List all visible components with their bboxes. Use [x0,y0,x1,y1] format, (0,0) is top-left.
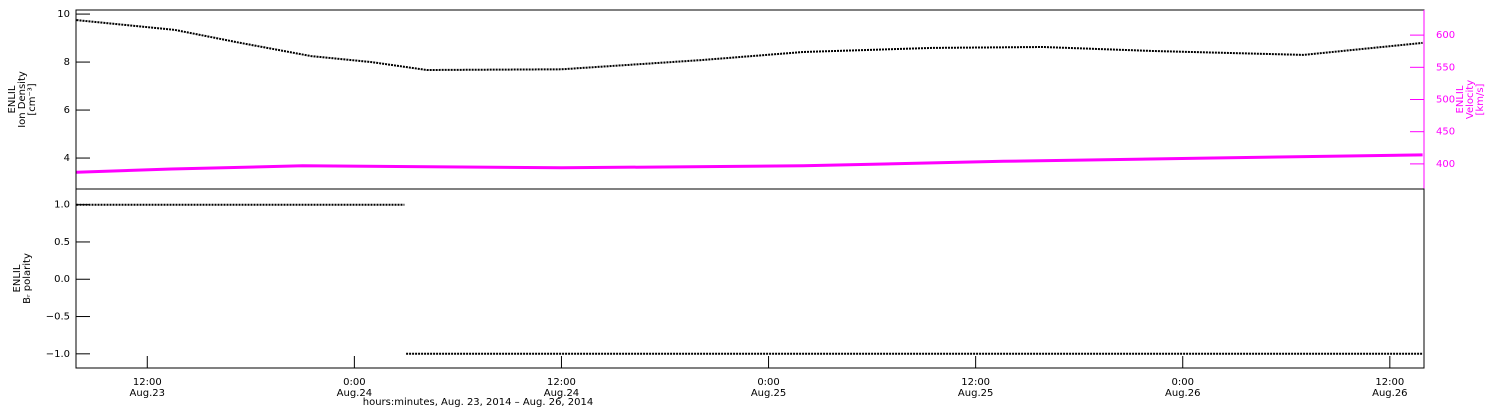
y-label-line: [cm⁻³] [27,83,38,115]
y-tick-label: 10 [57,9,70,20]
plot-frame [75,188,1425,369]
y-tick-label: 6 [64,105,70,116]
y2-tick-label: 450 [1436,127,1455,138]
y-label: ENLIL Bᵣ polarity [12,253,33,304]
y2-label-line: Velocity [1465,80,1476,119]
x-tick-date: Aug.25 [958,388,993,399]
plot-frame [75,9,1425,190]
y-label: ENLIL Ion Density [cm⁻³] [7,71,38,128]
data-line [76,203,1423,355]
y-tick-label: 4 [64,153,70,164]
y-label-line: ENLIL [7,85,18,113]
y-tick-label: −0.5 [46,312,70,323]
y2-tick-label: 400 [1436,159,1455,170]
x-tick-label: 0:00 [757,377,779,388]
x-tick-label: 12:00 [133,377,162,388]
x-axis-label: hours:minutes, Aug. 23, 2014 – Aug. 26, … [363,397,594,408]
y2-tick-label: 600 [1436,30,1455,41]
y2-tick-label: 550 [1436,62,1455,73]
x-tick-date: Aug.24 [337,388,372,399]
y-tick-label: 8 [64,57,70,68]
x-tick-label: 0:00 [1172,377,1194,388]
y-tick-label: 0.5 [54,237,70,248]
x-tick-date: Aug.25 [751,388,786,399]
x-tick-label: 12:00 [961,377,990,388]
y-label-line: ENLIL [12,264,23,292]
x-tick-date: Aug.26 [1372,388,1407,399]
x-tick-date: Aug.26 [1165,388,1200,399]
x-tick-label: 12:00 [547,377,576,388]
y-tick-label: 0.0 [54,274,70,285]
x-tick-label: 0:00 [343,377,365,388]
x-tick-date: Aug.24 [544,388,579,399]
data-line [76,19,1423,72]
y-label-line: Ion Density [17,71,28,128]
y2-label-line: ENLIL [1455,85,1466,113]
y2-label: ENLIL Velocity [km/s] [1455,80,1486,119]
y-label-line: Bᵣ polarity [22,253,33,304]
y-tick-label: 1.0 [54,200,70,211]
x-tick-label: 12:00 [1375,377,1404,388]
y2-label-line: [km/s] [1475,83,1486,115]
x-tick-date: Aug.23 [130,388,165,399]
data-line [76,153,1423,174]
y2-tick-label: 500 [1436,95,1455,106]
y-tick-label: −1.0 [46,349,70,360]
